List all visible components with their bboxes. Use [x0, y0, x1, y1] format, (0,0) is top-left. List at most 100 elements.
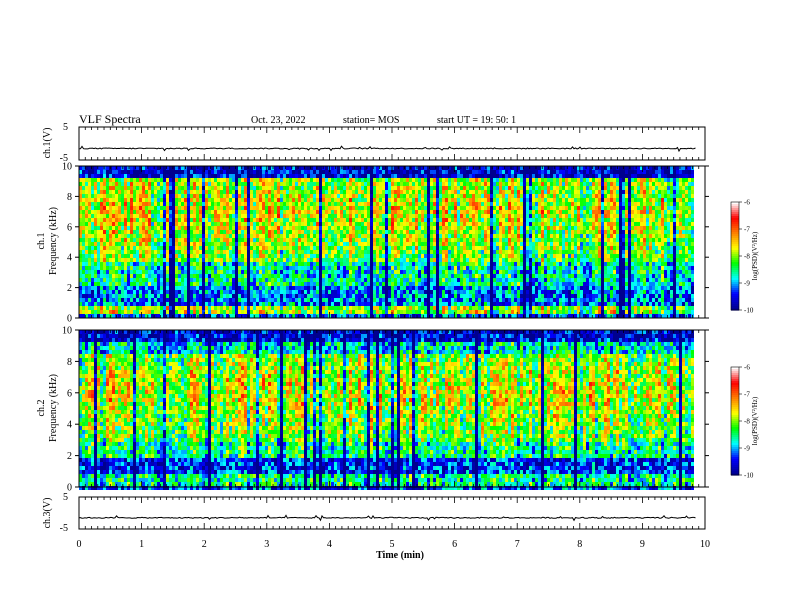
spectrogram-cell	[169, 230, 172, 234]
spectrogram-cell	[214, 238, 217, 242]
spectrogram-cell	[193, 310, 196, 314]
spectrogram-cell	[427, 314, 430, 318]
spectrogram-cell	[301, 250, 304, 254]
spectrogram-cell	[250, 190, 253, 194]
spectrogram-cell	[394, 206, 397, 210]
spectrogram-cell	[355, 282, 358, 286]
spectrogram-cell	[184, 298, 187, 302]
spectrogram-cell	[253, 250, 256, 254]
spectrogram-cell	[379, 254, 382, 258]
spectrogram-cell	[373, 202, 376, 206]
spectrogram-cell	[238, 170, 241, 174]
spectrogram-cell	[316, 266, 319, 270]
spectrogram-cell	[184, 218, 187, 222]
spectrogram-cell	[250, 202, 253, 206]
spectrogram-cell	[301, 206, 304, 210]
spectrogram-cell	[436, 270, 439, 274]
spectrogram-cell	[298, 218, 301, 222]
spectrogram-cell	[373, 218, 376, 222]
spectrogram-cell	[367, 270, 370, 274]
spectrogram-cell	[271, 210, 274, 214]
spectrogram-cell	[406, 226, 409, 230]
spectrogram-cell	[343, 226, 346, 230]
spectrogram-cell	[364, 174, 367, 178]
spectrogram-cell	[454, 182, 457, 186]
spectrogram-cell	[214, 282, 217, 286]
spectrogram-cell	[214, 262, 217, 266]
spectrogram-cell	[415, 314, 418, 318]
spectrogram-cell	[220, 186, 223, 190]
spectrogram-cell	[130, 278, 133, 282]
spectrogram-cell	[265, 206, 268, 210]
spectrogram-cell	[79, 210, 82, 214]
spectrogram-cell	[226, 274, 229, 278]
spectrogram-cell	[142, 182, 145, 186]
spectrogram-cell	[208, 302, 211, 306]
spectrogram-cell	[118, 178, 121, 182]
spectrogram-cell	[439, 270, 442, 274]
spectrogram-cell	[262, 230, 265, 234]
spectrogram-cell	[91, 262, 94, 266]
spectrogram-cell	[163, 206, 166, 210]
spectrogram-cell	[85, 166, 88, 170]
spectrogram-cell	[94, 242, 97, 246]
spectrogram-cell	[364, 230, 367, 234]
spectrogram-cell	[307, 194, 310, 198]
spectrogram-cell	[424, 226, 427, 230]
spectrogram-cell	[343, 314, 346, 318]
spectrogram-cell	[187, 166, 190, 170]
spectrogram-cell	[85, 186, 88, 190]
spectrogram-cell	[142, 314, 145, 318]
spectrogram-cell	[85, 282, 88, 286]
spectrogram-cell	[331, 298, 334, 302]
spectrogram-cell	[184, 302, 187, 306]
spectrogram-cell	[433, 222, 436, 226]
spectrogram-cell	[445, 262, 448, 266]
spectrogram-cell	[451, 178, 454, 182]
spectrogram-cell	[394, 166, 397, 170]
spectrogram-cell	[205, 174, 208, 178]
spectrogram-cell	[379, 230, 382, 234]
spectrogram-cell	[454, 198, 457, 202]
spectrogram-cell	[151, 282, 154, 286]
spectrogram-cell	[295, 226, 298, 230]
spectrogram-cell	[304, 198, 307, 202]
spectrogram-cell	[370, 182, 373, 186]
spectrogram-cell	[229, 282, 232, 286]
spectrogram-cell	[160, 178, 163, 182]
spectrogram-cell	[280, 242, 283, 246]
spectrogram-cell	[337, 174, 340, 178]
spectrogram-cell	[430, 250, 433, 254]
spectrogram-cell	[166, 230, 169, 234]
spectrogram-cell	[319, 238, 322, 242]
spectrogram-cell	[391, 238, 394, 242]
spectrogram-cell	[157, 194, 160, 198]
spectrogram-cell	[385, 254, 388, 258]
spectrogram-cell	[466, 278, 469, 282]
spectrogram-cell	[448, 210, 451, 214]
spectrogram-cell	[295, 230, 298, 234]
spectrogram-cell	[409, 170, 412, 174]
spectrogram-cell	[427, 190, 430, 194]
spectrogram-cell	[355, 302, 358, 306]
spectrogram-cell	[211, 186, 214, 190]
spectrogram-cell	[139, 302, 142, 306]
spectrogram-cell	[439, 214, 442, 218]
spectrogram-cell	[439, 218, 442, 222]
spectrogram-cell	[361, 174, 364, 178]
spectrogram-cell	[220, 310, 223, 314]
spectrogram-cell	[163, 278, 166, 282]
spectrogram-cell	[346, 218, 349, 222]
spectrogram-cell	[355, 218, 358, 222]
spectrogram-cell	[325, 270, 328, 274]
spectrogram-cell	[289, 218, 292, 222]
spectrogram-cell	[283, 210, 286, 214]
spectrogram-cell	[280, 194, 283, 198]
spectrogram-cell	[463, 286, 466, 290]
spectrogram-cell	[457, 278, 460, 282]
spectrogram-cell	[214, 170, 217, 174]
spectrogram-cell	[229, 170, 232, 174]
spectrogram-cell	[298, 278, 301, 282]
spectrogram-cell	[301, 178, 304, 182]
spectrogram-cell	[337, 214, 340, 218]
